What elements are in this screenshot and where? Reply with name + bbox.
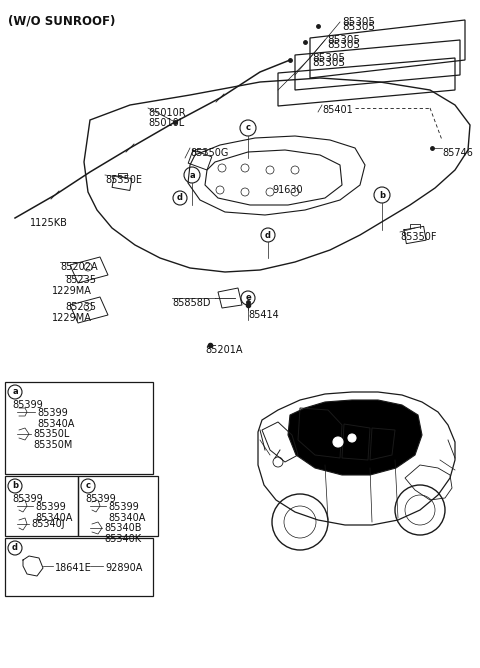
Bar [5, 476, 78, 536]
Text: 85350E: 85350E [105, 175, 142, 185]
Text: a: a [12, 387, 18, 397]
Text: 85305: 85305 [327, 35, 360, 45]
Text: 85399: 85399 [37, 408, 68, 418]
Text: b: b [12, 482, 18, 490]
Text: 85399: 85399 [12, 494, 43, 504]
Text: 85235: 85235 [65, 275, 96, 285]
Text: e: e [245, 293, 251, 303]
Text: 85350G: 85350G [190, 148, 228, 158]
Text: 85350L: 85350L [33, 429, 70, 439]
Text: 85350F: 85350F [400, 232, 436, 242]
Text: 85340K: 85340K [104, 534, 141, 544]
Text: 85305: 85305 [327, 40, 360, 50]
Bar [78, 476, 158, 536]
Text: 85305: 85305 [342, 17, 375, 27]
Text: 85305: 85305 [342, 22, 375, 32]
Text: 85340A: 85340A [35, 513, 72, 523]
Text: 85746: 85746 [442, 148, 473, 158]
Text: c: c [245, 124, 251, 132]
Text: 85350M: 85350M [33, 440, 72, 450]
Text: 85340A: 85340A [108, 513, 145, 523]
Text: 85305: 85305 [312, 53, 345, 63]
Text: 85340A: 85340A [37, 419, 74, 429]
Text: 1229MA: 1229MA [52, 286, 92, 296]
Text: d: d [177, 194, 183, 202]
Text: 85202A: 85202A [60, 262, 97, 272]
Circle shape [333, 437, 343, 447]
Text: 85340B: 85340B [104, 523, 142, 533]
Bar [5, 382, 153, 474]
Text: 1125KB: 1125KB [30, 218, 68, 228]
Text: 18641E: 18641E [55, 563, 92, 573]
Circle shape [348, 434, 356, 442]
Text: 85201A: 85201A [205, 345, 242, 355]
Text: (W/O SUNROOF): (W/O SUNROOF) [8, 14, 115, 27]
Text: 92890A: 92890A [105, 563, 143, 573]
Text: 85010L: 85010L [148, 118, 184, 128]
Text: 85414: 85414 [248, 310, 279, 320]
Text: a: a [189, 170, 195, 180]
Text: 85305: 85305 [312, 58, 345, 68]
Text: 1229MA: 1229MA [52, 313, 92, 323]
Polygon shape [288, 400, 422, 475]
Text: 85340J: 85340J [31, 519, 65, 529]
Text: 85399: 85399 [108, 502, 139, 512]
Text: 85858D: 85858D [172, 298, 211, 308]
Text: 85401: 85401 [322, 105, 353, 115]
Text: d: d [265, 230, 271, 240]
Text: d: d [12, 544, 18, 552]
Bar [5, 538, 153, 596]
Text: 85010R: 85010R [148, 108, 186, 118]
Text: c: c [85, 482, 91, 490]
Text: 85399: 85399 [85, 494, 116, 504]
Text: 85399: 85399 [35, 502, 66, 512]
Text: 85399: 85399 [12, 400, 43, 410]
Text: 91630: 91630 [272, 185, 302, 195]
Text: 85235: 85235 [65, 302, 96, 312]
Text: b: b [379, 190, 385, 200]
